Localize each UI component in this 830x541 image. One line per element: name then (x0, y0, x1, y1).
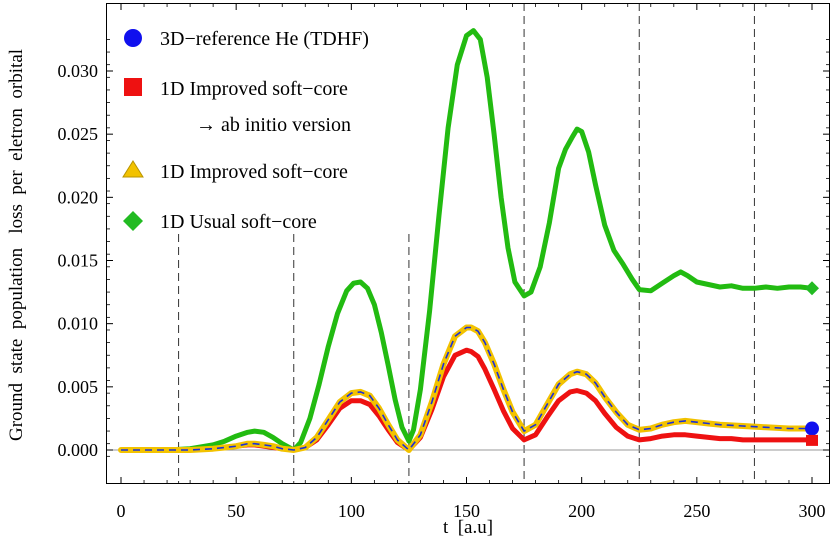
plot-frame (106, 3, 830, 484)
y-tick-label: 0.000 (58, 440, 99, 460)
end-markers (805, 281, 819, 446)
y-tick-label: 0.020 (58, 187, 99, 207)
x-tick-label: 100 (338, 501, 365, 521)
x-tick-label: 150 (453, 501, 480, 521)
series-line-usual-soft-core (118, 28, 815, 453)
end-marker-3d-reference (805, 421, 819, 436)
legend-marker-improved (122, 160, 144, 178)
legend-sublabel-ab-initio: → ab initio version (196, 114, 351, 136)
series-line-improved-ab-initio (118, 347, 815, 453)
y-tick-label: 0.010 (58, 314, 99, 334)
series-line-improved-soft-core (118, 324, 815, 453)
legend-label-3d-reference: 3D−reference He (TDHF) (160, 28, 369, 50)
legend-label-improved: 1D Improved soft−core (160, 161, 348, 183)
x-tick-label: 250 (683, 501, 710, 521)
y-tick-label: 0.015 (58, 251, 99, 271)
legend: 3D−reference He (TDHF) 1D Improved soft−… (122, 28, 369, 233)
y-axis-label: Ground state population loss per eletron… (6, 49, 27, 441)
x-tick-label: 50 (227, 501, 245, 521)
y-tick-label: 0.030 (58, 61, 99, 81)
end-marker-improved-ab-initio (806, 434, 818, 446)
y-axis-ticks: 0.000 0.005 0.010 0.015 0.020 0.025 0.030 (58, 39, 830, 460)
legend-label-improved-ab-initio: 1D Improved soft−core (160, 78, 348, 100)
y-tick-label: 0.005 (58, 377, 99, 397)
x-axis-label: t [a.u] (443, 517, 493, 538)
series-lines (118, 28, 815, 453)
x-tick-label: 0 (117, 501, 126, 521)
vertical-dashed-lines (178, 3, 755, 484)
end-marker-usual-soft-core (805, 281, 819, 296)
series-line-3d-reference (121, 326, 812, 452)
x-axis-ticks: 0 50 100 150 200 250 300 (117, 3, 826, 521)
legend-marker-improved-ab-initio (124, 78, 142, 96)
y-tick-label: 0.025 (58, 124, 99, 144)
x-tick-label: 300 (799, 501, 826, 521)
legend-marker-3d-reference (124, 29, 142, 47)
legend-label-usual: 1D Usual soft−core (160, 211, 317, 233)
x-tick-label: 200 (568, 501, 595, 521)
legend-marker-usual (123, 211, 143, 231)
